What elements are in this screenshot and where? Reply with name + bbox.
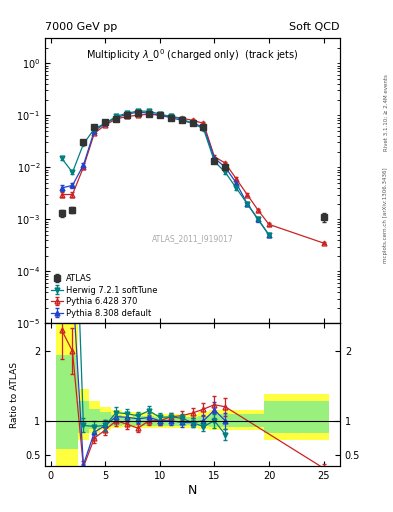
Text: 7000 GeV pp: 7000 GeV pp bbox=[45, 22, 118, 32]
Y-axis label: Ratio to ATLAS: Ratio to ATLAS bbox=[10, 361, 19, 428]
Text: Rivet 3.1.10; ≥ 2.4M events: Rivet 3.1.10; ≥ 2.4M events bbox=[384, 74, 388, 151]
Text: Multiplicity $\lambda\_0^0$ (charged only)  (track jets): Multiplicity $\lambda\_0^0$ (charged onl… bbox=[86, 47, 299, 63]
Text: Soft QCD: Soft QCD bbox=[290, 22, 340, 32]
Text: mcplots.cern.ch [arXiv:1306.3436]: mcplots.cern.ch [arXiv:1306.3436] bbox=[384, 167, 388, 263]
Text: ATLAS_2011_I919017: ATLAS_2011_I919017 bbox=[152, 234, 233, 244]
Legend: ATLAS, Herwig 7.2.1 softTune, Pythia 6.428 370, Pythia 8.308 default: ATLAS, Herwig 7.2.1 softTune, Pythia 6.4… bbox=[50, 272, 159, 319]
X-axis label: N: N bbox=[188, 483, 197, 497]
